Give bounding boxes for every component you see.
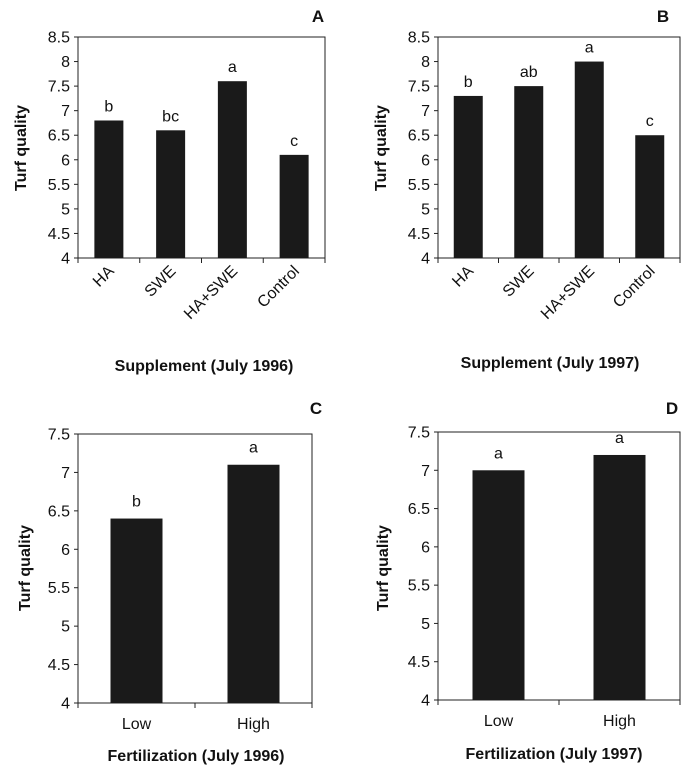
bar bbox=[453, 95, 483, 258]
y-tick-label: 7 bbox=[61, 103, 70, 120]
y-tick-label: 6 bbox=[61, 542, 70, 559]
significance-letter: b bbox=[104, 98, 113, 115]
x-axis-title: Supplement (July 1996) bbox=[115, 358, 294, 375]
bar bbox=[593, 454, 646, 700]
x-category-label: SWE bbox=[500, 263, 538, 301]
y-tick-label: 6.5 bbox=[48, 503, 70, 520]
y-tick-label: 5.5 bbox=[48, 580, 70, 597]
x-axis-title: Fertilization (July 1996) bbox=[108, 748, 285, 765]
panel-label: D bbox=[666, 399, 678, 418]
y-tick-label: 5.5 bbox=[408, 177, 430, 194]
y-tick-label: 7 bbox=[61, 465, 70, 482]
significance-letter: ab bbox=[520, 64, 538, 81]
x-category-label: HA+SWE bbox=[538, 263, 598, 323]
y-tick-label: 8 bbox=[61, 54, 70, 71]
bar bbox=[472, 470, 525, 700]
bar bbox=[217, 81, 247, 258]
x-category-label: HA bbox=[449, 263, 477, 291]
y-tick-label: 5.5 bbox=[48, 177, 70, 194]
panel-label: B bbox=[657, 7, 669, 26]
bar bbox=[227, 464, 280, 703]
y-tick-label: 8.5 bbox=[48, 30, 70, 47]
y-tick-label: 4 bbox=[61, 251, 70, 268]
y-tick-label: 7.5 bbox=[408, 79, 430, 96]
y-axis-title: Turf quality bbox=[17, 525, 34, 611]
y-tick-label: 5 bbox=[421, 616, 430, 633]
bar bbox=[574, 61, 604, 258]
x-category-label: High bbox=[237, 716, 270, 733]
panel-label: C bbox=[310, 399, 322, 418]
y-tick-label: 7 bbox=[421, 463, 430, 480]
y-tick-label: 4 bbox=[61, 696, 70, 713]
significance-letter: c bbox=[290, 133, 298, 150]
x-category-label: Low bbox=[122, 716, 152, 733]
y-tick-label: 4.5 bbox=[408, 654, 430, 671]
x-axis-title: Fertilization (July 1997) bbox=[466, 746, 643, 763]
y-tick-label: 6 bbox=[421, 152, 430, 169]
y-tick-label: 4.5 bbox=[48, 226, 70, 243]
significance-letter: a bbox=[615, 430, 624, 447]
x-category-label: Low bbox=[484, 713, 514, 730]
bar bbox=[156, 130, 186, 258]
y-tick-label: 7.5 bbox=[48, 79, 70, 96]
y-tick-label: 5.5 bbox=[408, 578, 430, 595]
y-tick-label: 4.5 bbox=[48, 657, 70, 674]
y-tick-label: 8.5 bbox=[408, 30, 430, 47]
panel-label: A bbox=[312, 7, 324, 26]
y-tick-label: 4 bbox=[421, 693, 430, 710]
x-category-label: SWE bbox=[142, 263, 180, 301]
significance-letter: a bbox=[249, 440, 258, 457]
y-tick-label: 5 bbox=[61, 619, 70, 636]
y-tick-label: 7.5 bbox=[48, 427, 70, 444]
x-category-label: High bbox=[603, 713, 636, 730]
y-tick-label: 6.5 bbox=[48, 128, 70, 145]
significance-letter: b bbox=[132, 494, 141, 511]
y-axis-title: Turf quality bbox=[375, 525, 392, 611]
bar bbox=[94, 120, 124, 258]
significance-letter: a bbox=[585, 40, 594, 57]
y-tick-label: 6 bbox=[61, 152, 70, 169]
x-category-label: Control bbox=[610, 263, 658, 311]
significance-letter: b bbox=[464, 74, 473, 91]
significance-letter: a bbox=[228, 59, 237, 76]
y-tick-label: 5 bbox=[61, 201, 70, 218]
bar bbox=[514, 86, 544, 258]
significance-letter: bc bbox=[162, 108, 179, 125]
y-axis-title: Turf quality bbox=[13, 105, 30, 191]
x-category-label: HA bbox=[90, 263, 118, 291]
y-tick-label: 5 bbox=[421, 201, 430, 218]
y-tick-label: 4 bbox=[421, 251, 430, 268]
y-tick-label: 6.5 bbox=[408, 128, 430, 145]
y-tick-label: 4.5 bbox=[408, 226, 430, 243]
significance-letter: a bbox=[494, 445, 503, 462]
significance-letter: c bbox=[646, 113, 654, 130]
bar bbox=[110, 518, 163, 703]
x-category-label: HA+SWE bbox=[181, 263, 241, 323]
bar bbox=[279, 154, 309, 258]
y-tick-label: 8 bbox=[421, 54, 430, 71]
x-axis-title: Supplement (July 1997) bbox=[461, 355, 640, 372]
y-tick-label: 7 bbox=[421, 103, 430, 120]
y-tick-label: 7.5 bbox=[408, 425, 430, 442]
y-tick-label: 6 bbox=[421, 539, 430, 556]
bar bbox=[635, 135, 665, 258]
x-category-label: Control bbox=[254, 263, 302, 311]
y-tick-label: 6.5 bbox=[408, 501, 430, 518]
y-axis-title: Turf quality bbox=[373, 105, 390, 191]
